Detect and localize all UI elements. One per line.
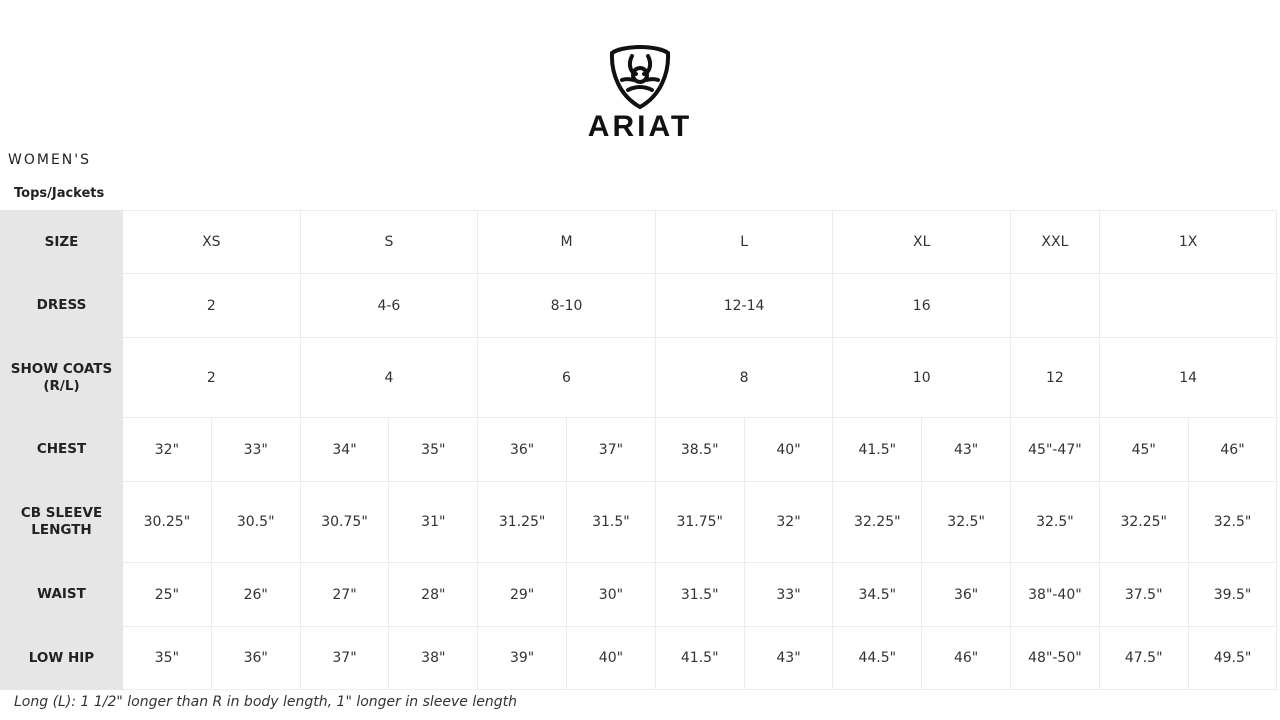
table-cell: 26" (210, 562, 301, 627)
table-cell: 32.25" (832, 481, 923, 563)
table-cell: 45"-47" (1010, 417, 1100, 482)
table-cell: 31" (388, 481, 479, 563)
row-header: SHOW COATS (R/L) (0, 337, 123, 418)
table-cell: 46" (1187, 417, 1278, 482)
table-cell: 38"-40" (1010, 562, 1100, 627)
table-cell: 30.5" (210, 481, 301, 563)
table-cell (1010, 273, 1100, 338)
table-cell: 41.5" (654, 626, 745, 690)
table-cell: 41.5" (832, 417, 923, 482)
table-cell: 38" (388, 626, 479, 690)
table-row: SIZE XS S M L XL XXL 1X (0, 210, 1278, 274)
table-cell: 43" (743, 626, 834, 690)
table-cell: 39" (477, 626, 568, 690)
table-row: WAIST 25" 26" 27" 28" 29" 30" 31.5" 33" 34.5" 36" 3… (0, 562, 1278, 627)
table-cell: 47.5" (1098, 626, 1189, 690)
table-cell: 31.5" (654, 562, 745, 627)
table-cell: 14 (1098, 337, 1278, 418)
table-cell: 8 (654, 337, 834, 418)
table-cell: S (299, 210, 479, 274)
table-cell: 33" (743, 562, 834, 627)
table-cell: 34" (299, 417, 390, 482)
table-cell: 2 (122, 273, 301, 338)
table-cell: 40" (743, 417, 834, 482)
table-cell: 48"-50" (1010, 626, 1100, 690)
row-header: DRESS (0, 273, 123, 338)
table-cell: 27" (299, 562, 390, 627)
table-cell: 33" (210, 417, 301, 482)
ariat-shield-icon (609, 44, 671, 110)
row-header: CHEST (0, 417, 123, 482)
table-cell: XL (832, 210, 1012, 274)
table-cell: 32" (743, 481, 834, 563)
table-cell: 44.5" (832, 626, 923, 690)
section-title: WOMEN'S (8, 152, 91, 168)
table-cell: 36" (210, 626, 301, 690)
table-cell: 12 (1010, 337, 1100, 418)
table-cell: 1X (1098, 210, 1278, 274)
table-cell: 28" (388, 562, 479, 627)
table-cell: 39.5" (1187, 562, 1278, 627)
table-cell: 6 (477, 337, 656, 418)
table-cell: 31.75" (654, 481, 745, 563)
table-cell: 32.5" (1187, 481, 1278, 563)
table-cell: 37.5" (1098, 562, 1189, 627)
table-cell: 4 (299, 337, 479, 418)
table-cell: 32.25" (1098, 481, 1189, 563)
table-cell: 12-14 (654, 273, 834, 338)
row-header: LOW HIP (0, 626, 123, 690)
row-header: WAIST (0, 562, 123, 627)
table-cell: 8-10 (477, 273, 656, 338)
brand-wordmark: ARIAT (587, 110, 693, 143)
table-cell: 32" (122, 417, 212, 482)
table-row: LOW HIP 35" 36" 37" 38" 39" 40" 41.5" 43" 44.5" 46… (0, 626, 1278, 690)
table-cell: 35" (388, 417, 479, 482)
table-cell: 16 (832, 273, 1012, 338)
table-cell: 30" (566, 562, 656, 627)
table-cell: 10 (832, 337, 1012, 418)
table-cell: 29" (477, 562, 568, 627)
table-cell: 2 (122, 337, 301, 418)
row-header: SIZE (0, 210, 123, 274)
table-cell: 30.75" (299, 481, 390, 563)
table-cell: 43" (921, 417, 1012, 482)
row-header: CB SLEEVE LENGTH (0, 481, 123, 563)
table-cell: 31.25" (477, 481, 568, 563)
category-subtitle: Tops/Jackets (14, 186, 105, 201)
table-row: CB SLEEVE LENGTH 30.25" 30.5" 30.75" 31" 31.2… (0, 481, 1278, 563)
table-cell: 32.5" (1010, 481, 1100, 563)
table-cell (1098, 273, 1278, 338)
table-cell: 37" (566, 417, 656, 482)
table-cell: 30.25" (122, 481, 212, 563)
table-cell: 36" (921, 562, 1012, 627)
table-cell: 32.5" (921, 481, 1012, 563)
size-chart-table: SIZE XS S M L XL XXL 1X DRESS 2 4-6 8-10 12-14 16 SHOW… (0, 210, 1278, 690)
table-cell: 36" (477, 417, 568, 482)
table-cell: 46" (921, 626, 1012, 690)
table-row: SHOW COATS (R/L) 2 4 6 8 10 12 14 (0, 337, 1278, 418)
table-cell: 34.5" (832, 562, 923, 627)
table-row: CHEST 32" 33" 34" 35" 36" 37" 38.5" 40" 41.5" 43" 4… (0, 417, 1278, 482)
table-cell: L (654, 210, 834, 274)
table-cell: 49.5" (1187, 626, 1278, 690)
table-cell: 40" (566, 626, 656, 690)
ariat-logo: ARIAT (570, 44, 710, 144)
table-cell: 45" (1098, 417, 1189, 482)
table-cell: 37" (299, 626, 390, 690)
table-cell: 4-6 (299, 273, 479, 338)
table-cell: XS (122, 210, 301, 274)
table-cell: M (477, 210, 656, 274)
table-row: DRESS 2 4-6 8-10 12-14 16 (0, 273, 1278, 338)
table-cell: 38.5" (654, 417, 745, 482)
table-cell: 35" (122, 626, 212, 690)
table-cell: 25" (122, 562, 212, 627)
table-cell: XXL (1010, 210, 1100, 274)
footnote: Long (L): 1 1/2" longer than R in body l… (14, 694, 517, 710)
table-cell: 31.5" (566, 481, 656, 563)
